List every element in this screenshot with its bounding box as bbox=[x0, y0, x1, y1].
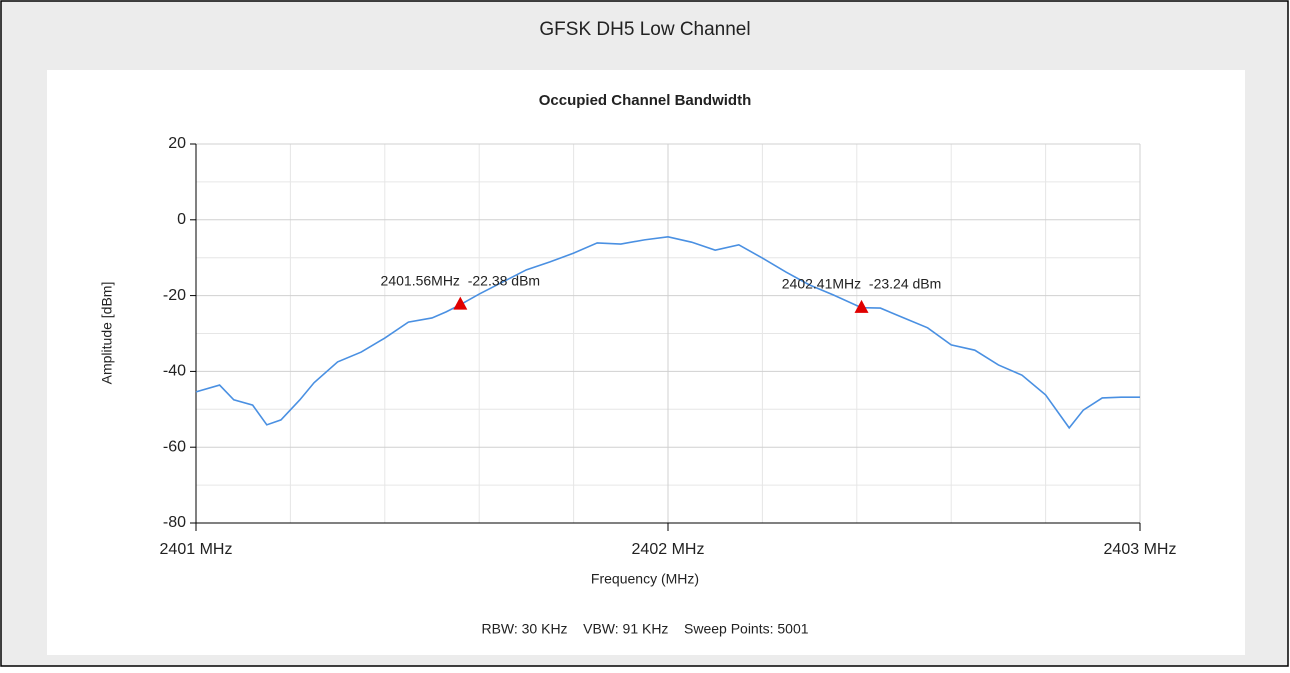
y-tick-label: -80 bbox=[163, 514, 186, 531]
marker-label: 2402.41MHz -23.24 dBm bbox=[782, 276, 942, 292]
x-tick-label: 2403 MHz bbox=[1104, 541, 1177, 558]
marker-label: 2401.56MHz -22.38 dBm bbox=[381, 272, 541, 288]
y-axis-label: Amplitude [dBm] bbox=[99, 282, 115, 385]
footer: RBW: 30 KHz VBW: 91 KHz Sweep Points: 50… bbox=[481, 621, 808, 637]
y-tick-label: 20 bbox=[168, 135, 186, 152]
marker bbox=[854, 299, 869, 313]
x-tick-label: 2402 MHz bbox=[632, 541, 705, 558]
y-tick-label: -60 bbox=[163, 438, 186, 455]
trace-line bbox=[195, 236, 1140, 430]
marker bbox=[453, 296, 468, 310]
y-tick-label: -20 bbox=[163, 287, 186, 304]
y-tick-label: -40 bbox=[163, 363, 186, 380]
page-title: GFSK DH5 Low Channel bbox=[539, 19, 750, 40]
y-tick-label: 0 bbox=[177, 211, 186, 228]
x-axis-label: Frequency (MHz) bbox=[591, 571, 699, 587]
chart-title: Occupied Channel Bandwidth bbox=[539, 92, 752, 109]
x-tick-label: 2401 MHz bbox=[160, 541, 233, 558]
